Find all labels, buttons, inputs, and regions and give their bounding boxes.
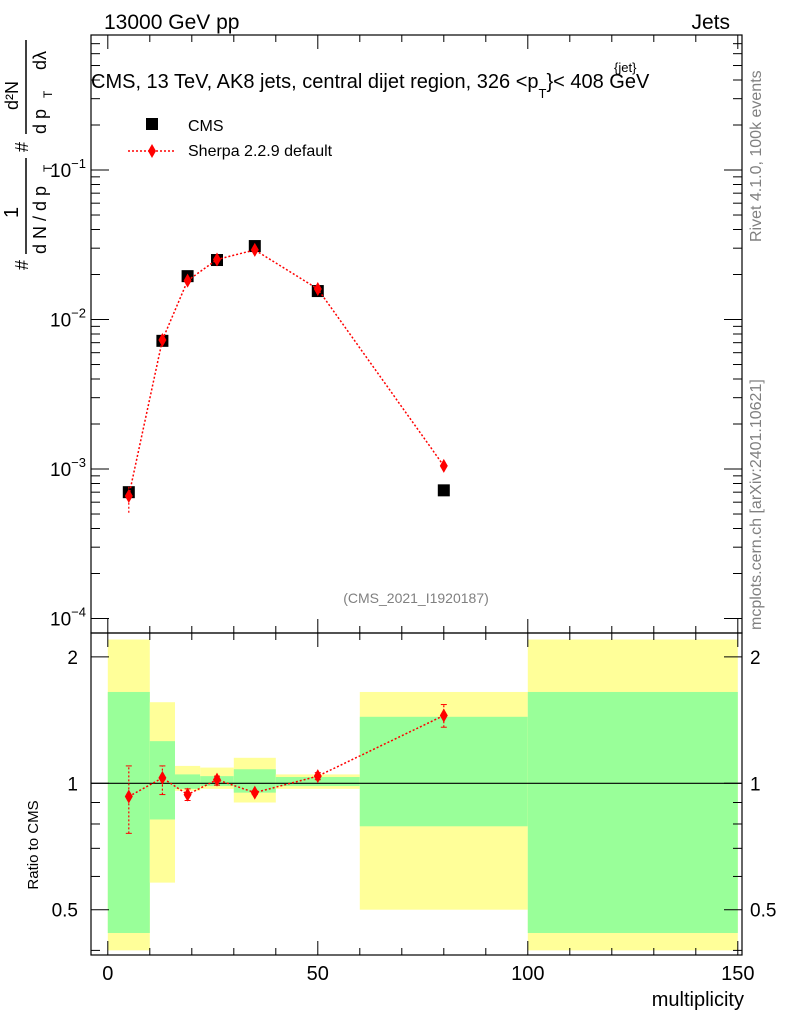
y-label-hash2: #	[12, 142, 32, 152]
plot-title-sup: {jet}	[614, 60, 637, 75]
sherpa-line	[128, 249, 445, 497]
ratio-point-1	[158, 770, 167, 785]
mcplots-label: mcplots.cern.ch [arXiv:2401.10621]	[748, 379, 765, 630]
main-marks	[122, 240, 450, 513]
ratio-y-tick-label-right-0: 2	[750, 648, 761, 669]
legend-sherpa-label: Sherpa 2.2.9 default	[188, 143, 333, 160]
x-axis-label: multiplicity	[652, 989, 744, 1011]
header-right: Jets	[691, 11, 730, 34]
main-y-tick-label-0: 10−1	[50, 156, 86, 182]
ratio-frame	[90, 632, 743, 956]
sherpa-point-4	[250, 242, 259, 257]
ratio-y-tick-label-right-2: 0.5	[750, 901, 776, 922]
legend-cms-marker	[146, 118, 158, 130]
band-inner-6	[359, 716, 528, 827]
y-label-hash1: #	[12, 260, 32, 270]
legend: CMS Sherpa 2.2.9 default	[128, 118, 333, 160]
y-label-dlambda: dλ	[30, 51, 50, 70]
y-label-t1: T	[41, 164, 55, 172]
analysis-watermark: (CMS_2021_I1920187)	[343, 590, 489, 606]
y-label-d2n: d²N	[2, 81, 22, 110]
y-label-dpt: d p	[30, 109, 50, 134]
main-y-tick-label-3: 10−4	[50, 605, 86, 631]
band-inner-7	[527, 691, 738, 934]
ratio-y-tick-label-right-1: 1	[750, 774, 761, 795]
y-label-dndpt: d N / d p	[30, 186, 50, 254]
ratio-point-0	[124, 789, 133, 804]
sherpa-point-0	[124, 488, 133, 503]
main-y-tick-label-1: 10−2	[50, 306, 86, 332]
sherpa-point-3	[213, 252, 221, 267]
ratio-point-5	[313, 769, 322, 784]
x-tick-label-3: 150	[721, 963, 754, 985]
sherpa-point-6	[439, 458, 448, 473]
legend-sherpa-marker	[148, 144, 156, 158]
ratio-y-tick-label-left-1: 1	[67, 774, 78, 795]
legend-cms-label: CMS	[188, 118, 224, 135]
cms-point-6	[437, 484, 450, 497]
x-tick-label-1: 50	[307, 963, 329, 985]
ratio-point-3	[213, 772, 221, 787]
axes: 0 50 100 150 10−1 10−2 10−3 10−4 2 2 1 1 0.5 0.5	[50, 34, 776, 985]
sherpa-point-1	[158, 332, 167, 347]
rivet-label: Rivet 4.1.0, 100k events	[748, 70, 765, 242]
header-left: 13000 GeV pp	[104, 11, 239, 34]
ratio-point-2	[183, 787, 192, 802]
band-inner-2	[175, 774, 201, 789]
ratio-y-tick-label-left-0: 2	[67, 648, 78, 669]
band-inner-4	[233, 769, 276, 793]
sherpa-point-5	[313, 281, 322, 296]
ratio-marks	[124, 704, 448, 834]
ratio-y-tick-label-left-2: 0.5	[52, 901, 78, 922]
plot-title: CMS, 13 TeV, AK8 jets, central dijet reg…	[91, 71, 650, 101]
main-y-tick-label-2: 10−3	[50, 455, 86, 481]
x-tick-label-2: 100	[511, 963, 544, 985]
y-label-t2: T	[41, 90, 55, 98]
ratio-y-label: Ratio to CMS	[25, 800, 42, 889]
y-label-one: 1	[1, 207, 23, 218]
ratio-point-4	[250, 785, 259, 800]
x-tick-label-0: 0	[102, 963, 113, 985]
sherpa-point-2	[183, 273, 192, 288]
ratio-point-6	[439, 708, 448, 723]
main-y-label: # 1 d N / d p T # d²N d p T dλ	[1, 40, 55, 270]
